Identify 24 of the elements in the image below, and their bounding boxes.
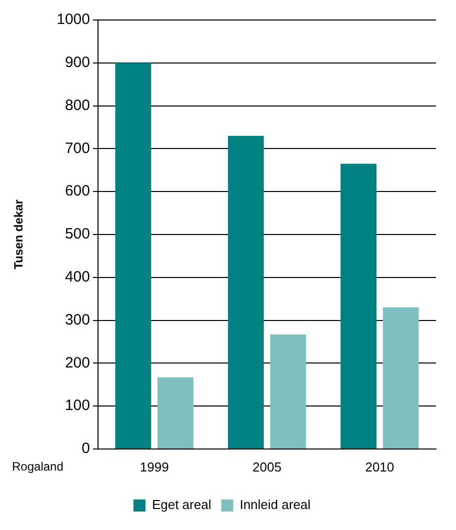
y-tick-label: 100 <box>64 397 90 414</box>
y-tick-label: 900 <box>64 54 90 72</box>
y-tick-label: 200 <box>64 354 90 372</box>
legend-label: Eget areal <box>152 497 212 512</box>
legend-label: Innleid areal <box>240 497 311 512</box>
bar <box>228 136 264 448</box>
x-tick-label: 2005 <box>252 459 282 474</box>
y-tick-label: 0 <box>82 440 90 458</box>
bar <box>340 164 376 448</box>
x-tick-label: 1999 <box>140 459 169 474</box>
y-tick-label: 800 <box>64 96 90 114</box>
x-tick-label: 2010 <box>365 459 394 474</box>
y-tick-label: 1000 <box>56 11 90 28</box>
bar <box>115 62 152 448</box>
text: Rogaland <box>12 459 64 474</box>
y-tick-label: 300 <box>64 311 90 328</box>
bar <box>382 307 419 448</box>
y-tick-label: 700 <box>64 140 90 157</box>
y-tick-label: 400 <box>64 268 90 286</box>
y-axis-title: Tusen dekar <box>12 199 26 270</box>
y-tick-label: 500 <box>64 226 90 243</box>
bar <box>270 334 306 448</box>
y-tick-label: 600 <box>64 182 90 200</box>
bar <box>158 377 194 448</box>
